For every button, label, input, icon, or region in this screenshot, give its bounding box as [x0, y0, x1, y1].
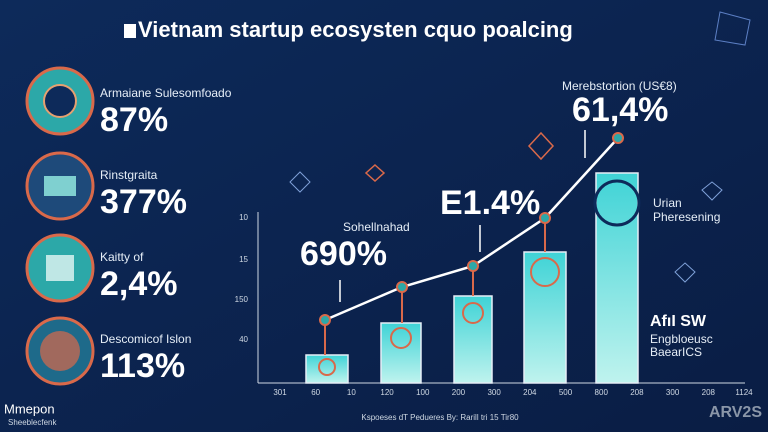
x-label: 208: [702, 388, 716, 397]
side-note-title: Urian: [653, 196, 682, 210]
title: Vietnam startup ecosysten cquo poalcing: [138, 17, 573, 42]
title-icon: [124, 24, 136, 38]
footer-brand: ARV2S: [709, 404, 762, 421]
x-label: 10: [347, 388, 356, 397]
x-label: 208: [630, 388, 644, 397]
x-label: 100: [416, 388, 430, 397]
x-label: 800: [595, 388, 609, 397]
decorations: [289, 11, 751, 283]
source: Kspoeses dT Pedueres By: Rarill tri 15 T…: [361, 413, 519, 422]
y-label: 15: [239, 255, 248, 264]
y-label: 150: [235, 295, 249, 304]
stat-label: Rinstgraita: [100, 168, 158, 182]
side-note-text: Pheresening: [653, 210, 720, 224]
stat-label: Kaitty of: [100, 250, 144, 264]
bar-icons: [318, 179, 641, 376]
stat-value: 113%: [100, 347, 185, 385]
annotation-label: Merebstortion (US€8): [562, 79, 677, 93]
x-label: 300: [666, 388, 680, 397]
annotation-value: 690%: [300, 235, 387, 273]
stat-value: 377%: [100, 183, 187, 221]
stat-label: Armaiane Sulesomfoado: [100, 86, 232, 100]
footer-tagline: Sheeblecfenk: [8, 418, 57, 427]
y-label: 40: [239, 335, 248, 344]
stat-value: 87%: [100, 101, 168, 139]
stat-icons: [25, 66, 95, 386]
x-label: 60: [311, 388, 320, 397]
x-label: 301: [273, 388, 287, 397]
trend-dots: [319, 132, 624, 326]
y-label: 10: [239, 213, 248, 222]
side-note-text: Engbloeusc: [650, 332, 713, 346]
x-label: 1124: [735, 388, 753, 397]
footer-logo: Mmepon: [4, 401, 55, 416]
x-label: 300: [487, 388, 501, 397]
x-label: 500: [559, 388, 573, 397]
x-label: 200: [452, 388, 466, 397]
annotation-value: E1.4%: [440, 184, 540, 222]
side-note-text: BaearICS: [650, 345, 702, 359]
stat-value: 2,4%: [100, 265, 178, 303]
stat-label: Descomicof Islon: [100, 332, 191, 346]
annotation-label: Sohellnahad: [343, 220, 410, 234]
x-label: 204: [523, 388, 537, 397]
annotation-value: 61,4%: [572, 91, 668, 129]
x-label: 120: [380, 388, 394, 397]
pointers: [339, 130, 586, 302]
side-note-title: AfıI SW: [650, 313, 707, 330]
